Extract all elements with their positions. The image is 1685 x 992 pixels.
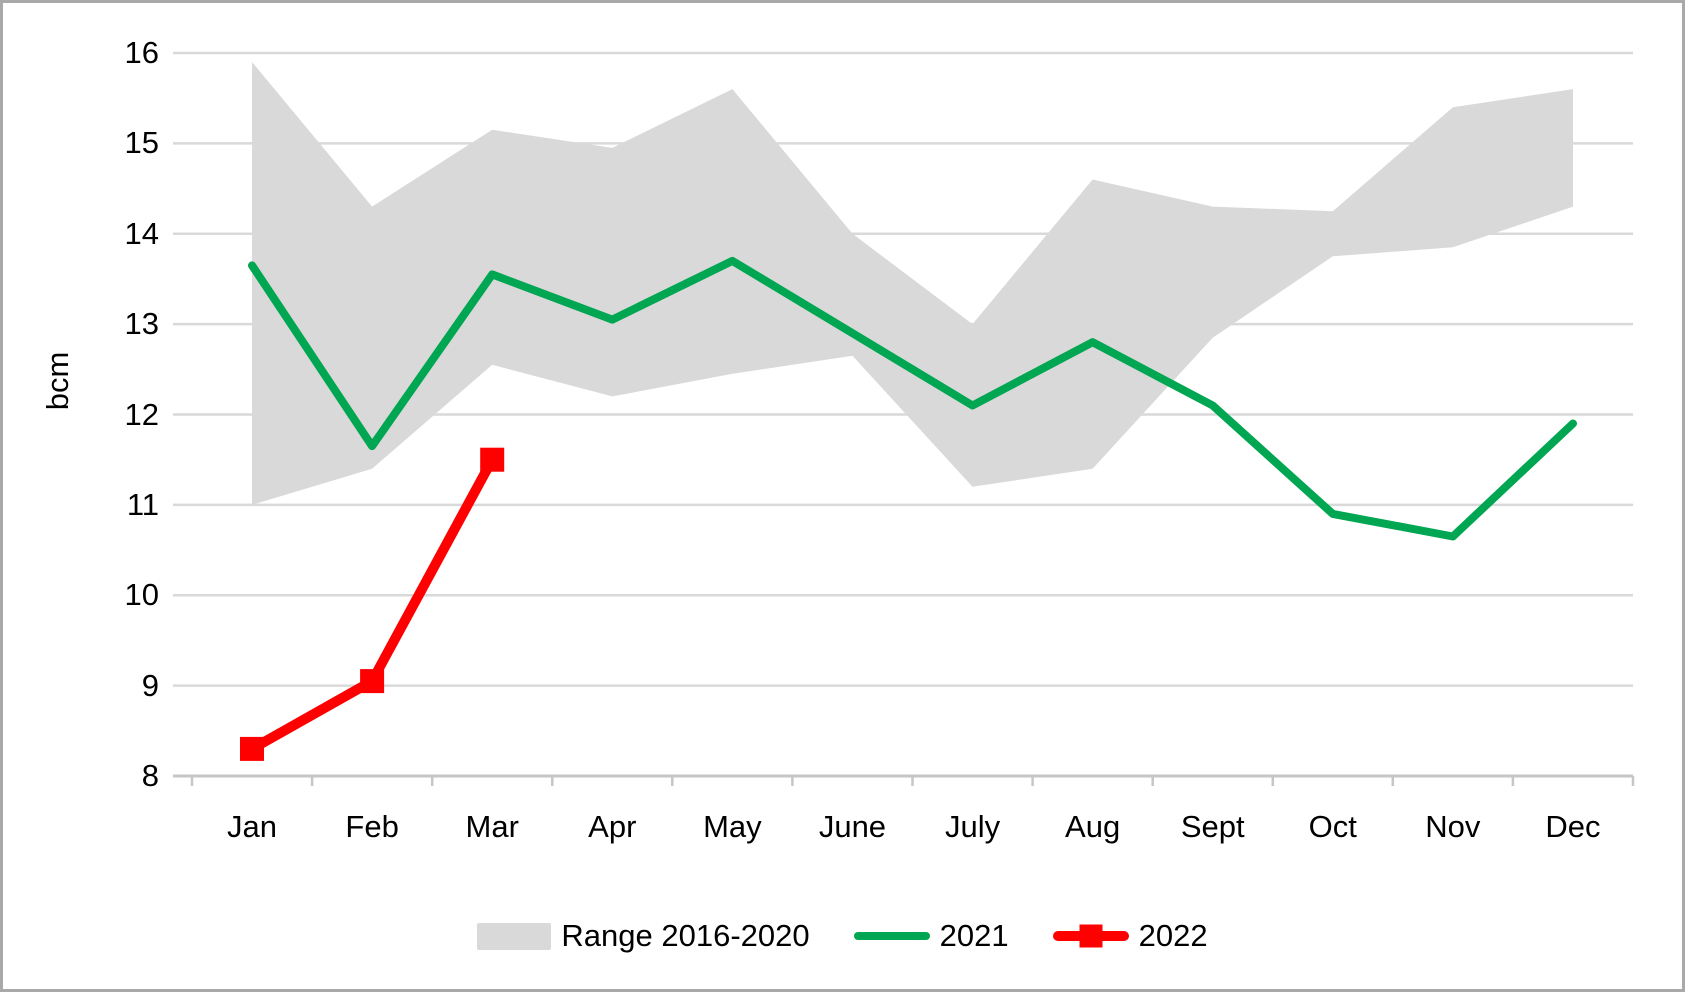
series-line-2021 xyxy=(248,256,1577,541)
y-axis-tick-label: 16 xyxy=(124,35,159,70)
legend-label: Range 2016-2020 xyxy=(561,918,810,953)
y-axis-tick-label: 10 xyxy=(124,577,159,613)
y-axis-tick-label: 9 xyxy=(141,667,159,703)
x-axis-tick-label: Jan xyxy=(227,809,278,844)
legend-marker-square xyxy=(1079,924,1103,948)
x-axis-tick-label: June xyxy=(818,809,887,844)
plot-area xyxy=(173,51,1635,786)
legend-item-range-2016-2020: Range 2016-2020 xyxy=(477,906,810,966)
data-point-marker xyxy=(480,447,505,472)
x-axis-tick-label: Feb xyxy=(345,809,399,844)
series-line-2022 xyxy=(247,454,498,754)
x-axis-tick-label: Sept xyxy=(1180,809,1245,844)
y-axis-tick-label: 15 xyxy=(124,125,159,161)
chart-legend: Range 2016-2020 2021 2022 xyxy=(3,906,1682,966)
x-axis-tick-label: July xyxy=(944,809,1001,844)
y-axis-tick-label: 8 xyxy=(141,758,159,793)
range-band xyxy=(252,62,1573,505)
x-axis-tick-label: Oct xyxy=(1308,809,1357,844)
legend-label: 2021 xyxy=(939,918,1009,953)
y-axis-tick-label: 12 xyxy=(124,396,159,432)
x-axis-tick-label: Mar xyxy=(465,809,519,844)
legend-item-2022: 2022 xyxy=(1052,906,1208,966)
data-point-marker xyxy=(360,669,385,694)
x-axis-tick-label: Apr xyxy=(588,809,637,844)
data-point-marker xyxy=(240,736,264,761)
y-axis-tick-label: 14 xyxy=(124,215,159,251)
legend-item-2021: 2021 xyxy=(853,906,1009,966)
y-axis-tick-label: 13 xyxy=(124,306,159,342)
legend-swatch-line xyxy=(853,932,930,940)
legend-swatch-band xyxy=(477,922,552,950)
legend-label: 2022 xyxy=(1138,918,1208,953)
x-axis-tick-label: Dec xyxy=(1545,809,1601,844)
y-axis-tick-label: 11 xyxy=(126,486,159,522)
x-axis-tick-label: May xyxy=(703,809,762,844)
x-axis-tick-label: Nov xyxy=(1425,809,1481,844)
legend-swatch-line xyxy=(1052,924,1129,948)
x-axis-ticks xyxy=(190,776,1635,786)
x-axis-tick-label: Aug xyxy=(1065,809,1121,844)
